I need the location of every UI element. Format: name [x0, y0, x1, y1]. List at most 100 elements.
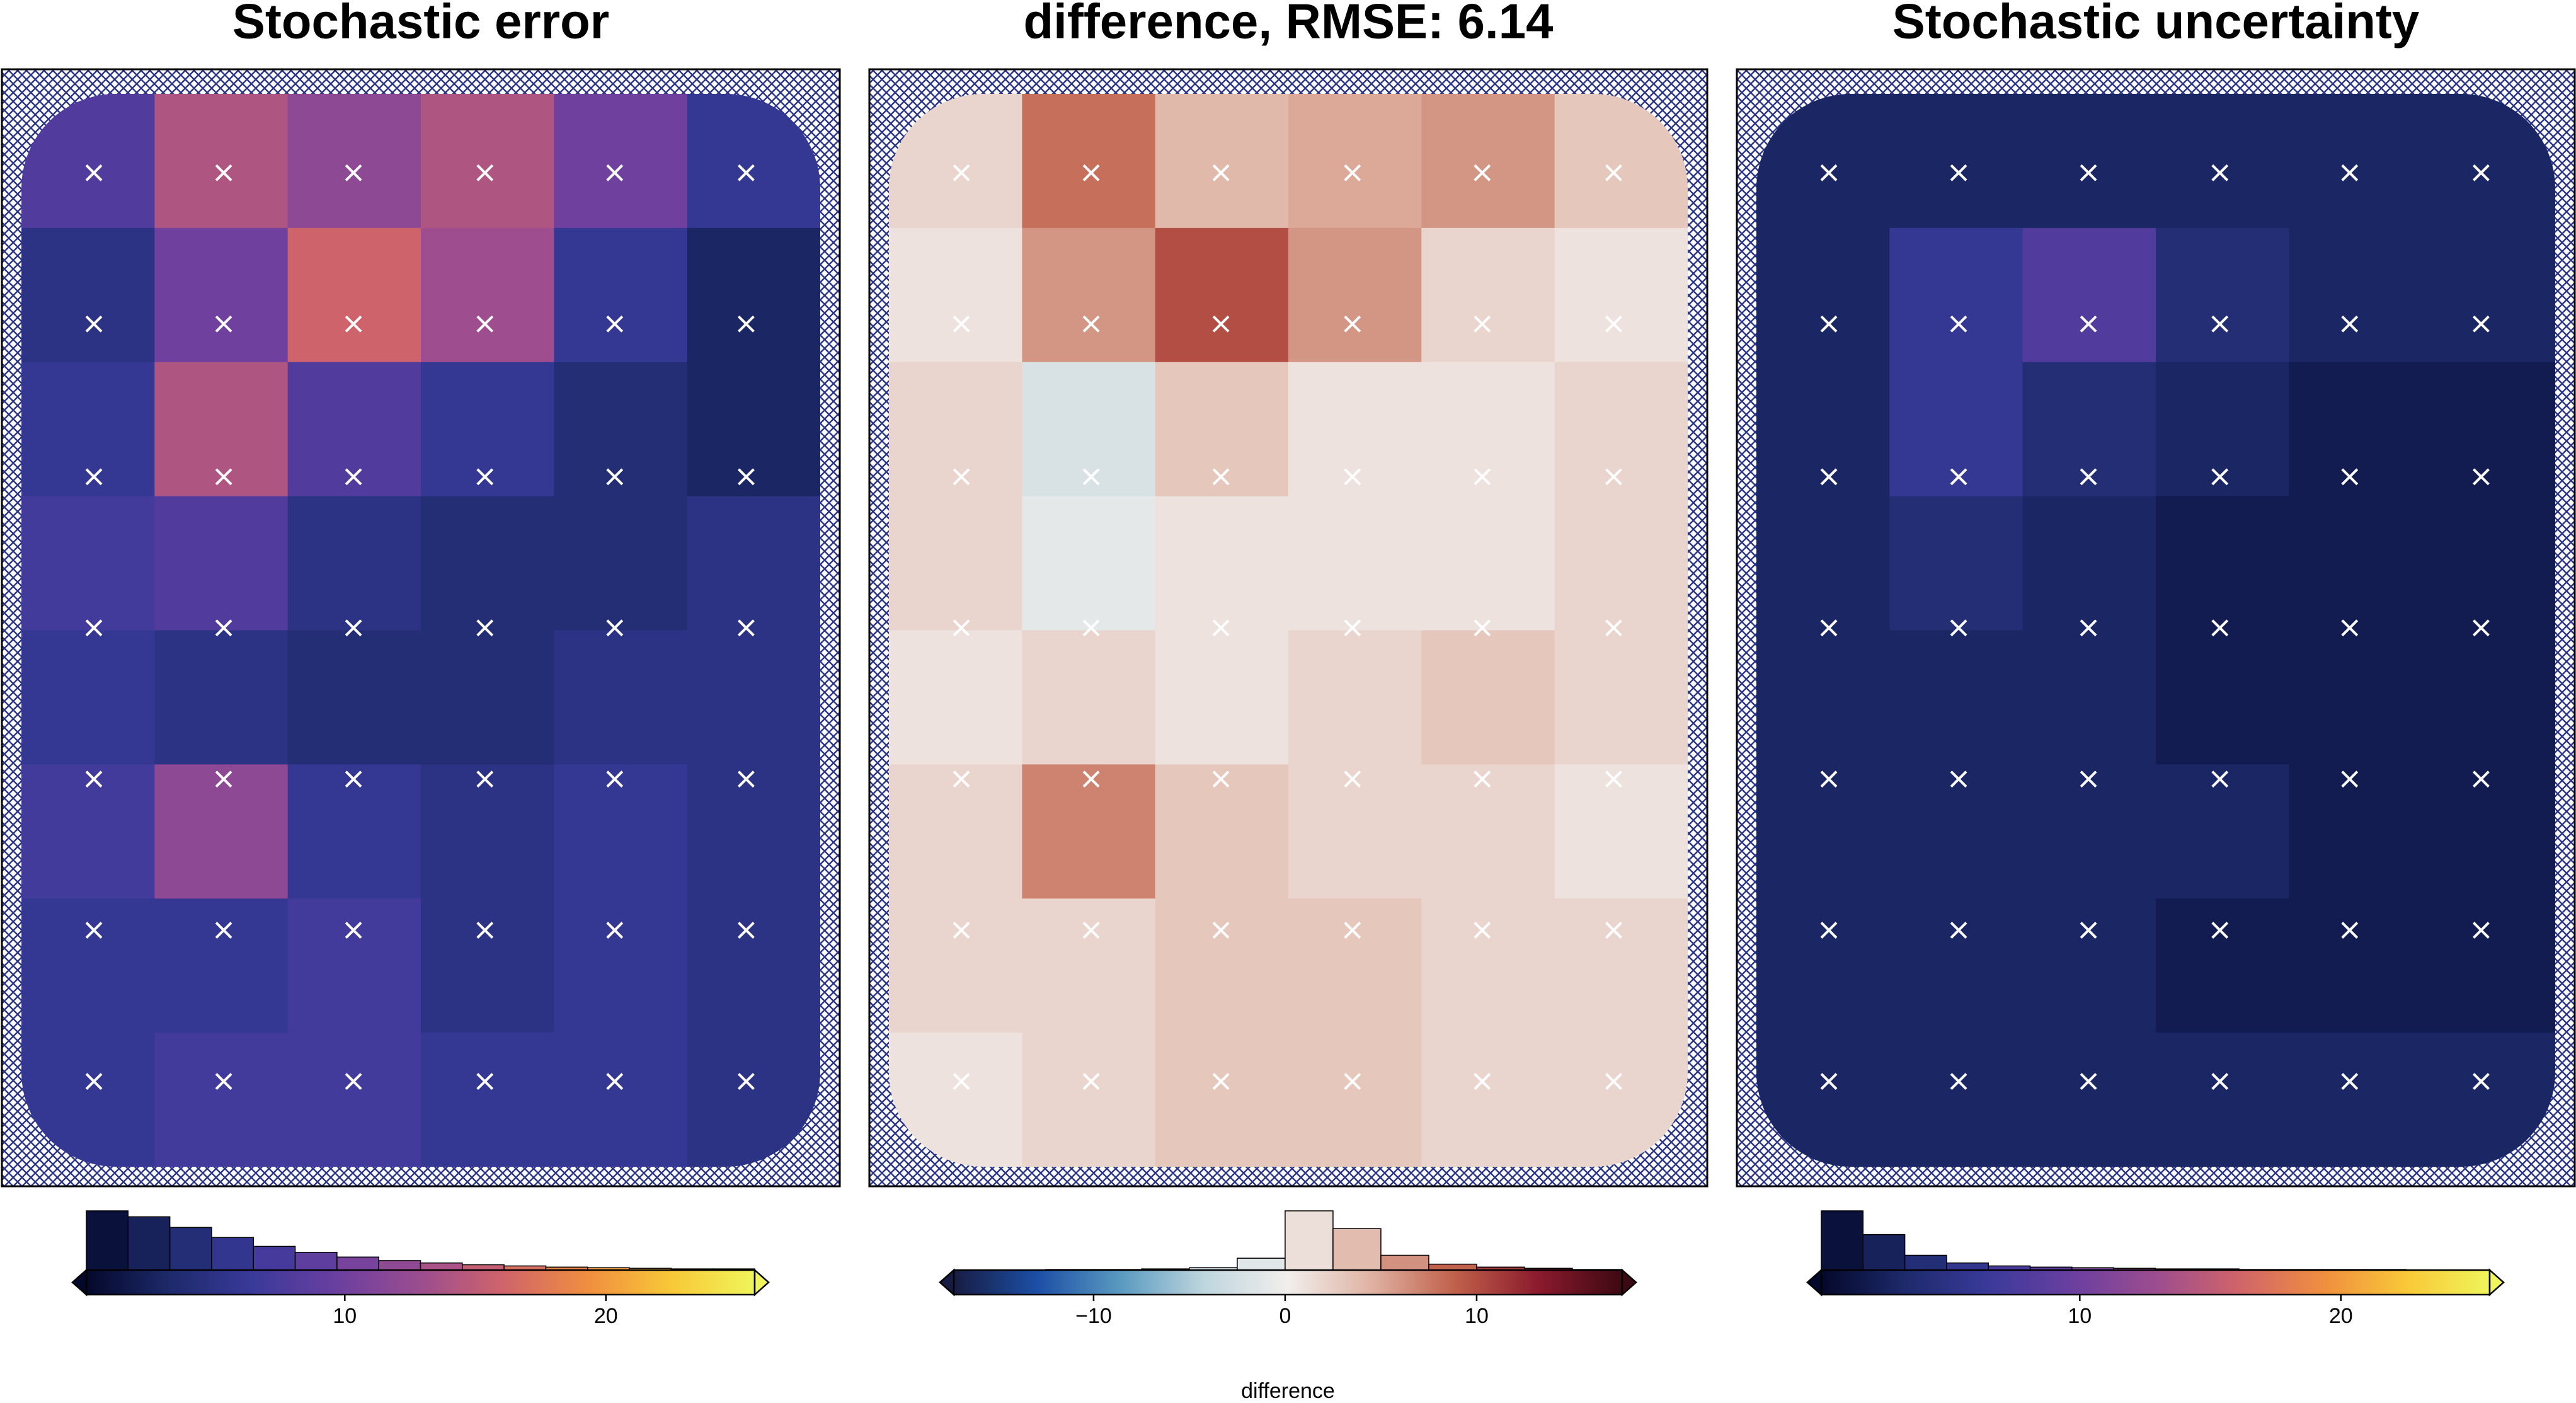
marker-x: [1605, 315, 1622, 333]
marker-x: [215, 315, 232, 333]
marker-x: [2211, 1073, 2229, 1090]
marker-x: [2080, 619, 2097, 637]
marker-x: [1344, 164, 1361, 181]
panel-title: difference, RMSE: 6.14: [1024, 0, 1554, 49]
marker-x: [953, 164, 970, 181]
heatmap-cell: [2156, 362, 2289, 497]
histogram-bar: [1946, 1262, 1989, 1271]
colorbar-extend-high: [1621, 1268, 1637, 1297]
marker-x: [606, 619, 624, 637]
marker-x: [85, 770, 103, 788]
marker-x: [738, 1073, 755, 1090]
histogram-bar: [253, 1246, 296, 1271]
colorbar-extend-low: [939, 1268, 955, 1297]
heatmap-cell: [687, 764, 820, 899]
heatmap-cell: [1554, 764, 1688, 899]
heatmap-cell: [2422, 898, 2555, 1033]
heatmap-cell: [554, 630, 688, 765]
marker-x: [953, 770, 970, 788]
heatmap-cell: [1421, 227, 1555, 363]
heatmap-cell: [2156, 496, 2289, 631]
heatmap-cell: [554, 496, 688, 631]
heatmap-cell: [154, 764, 289, 899]
heatmap-cell: [1155, 630, 1289, 765]
marker-x: [1082, 619, 1100, 637]
marker-x: [476, 619, 494, 637]
heatmap-cell: [2022, 227, 2156, 363]
heatmap-cell: [1756, 496, 1890, 631]
colorbar-extend-high: [753, 1268, 770, 1297]
marker-x: [215, 1073, 232, 1090]
marker-x: [1082, 468, 1100, 486]
heatmap-cell: [1756, 227, 1890, 363]
marker-x: [215, 770, 232, 788]
marker-x: [476, 164, 494, 181]
heatmap-cell: [2156, 1033, 2289, 1167]
heatmap-cell: [2289, 94, 2423, 229]
marker-x: [1082, 922, 1100, 939]
marker-x: [1344, 922, 1361, 939]
heatmap-cell: [421, 227, 554, 363]
marker-x: [738, 922, 755, 939]
heatmap-cell: [2289, 898, 2423, 1033]
marker-x: [476, 1073, 494, 1090]
heatmap-cell: [2156, 94, 2289, 229]
heatmap-cell: [1889, 630, 2024, 765]
marker-x: [1820, 315, 1838, 333]
heatmap-cell: [1022, 227, 1156, 363]
heatmap-cell: [1155, 227, 1289, 363]
marker-x: [345, 468, 362, 486]
heatmap-cell: [1889, 94, 2024, 229]
heatmap-cell: [1756, 898, 1890, 1033]
marker-x: [215, 619, 232, 637]
heatmap-cell: [1421, 94, 1555, 229]
heatmap-cell: [1288, 630, 1422, 765]
heatmap-cell: [1756, 764, 1890, 899]
colorbar: [1820, 1269, 2491, 1296]
marker-x: [1082, 164, 1100, 181]
marker-x: [2341, 1073, 2359, 1090]
heatmap-cell: [1889, 764, 2024, 899]
heatmap-cell: [287, 496, 421, 631]
heatmap-cell: [1155, 94, 1289, 229]
heatmap-cell: [889, 764, 1022, 899]
marker-x: [85, 315, 103, 333]
heatmap-cell: [421, 362, 554, 497]
heatmap-cell: [687, 630, 820, 765]
colorbar: [85, 1269, 756, 1296]
marker-x: [2211, 770, 2229, 788]
marker-x: [476, 922, 494, 939]
marker-x: [738, 770, 755, 788]
colorbar-tick-label: 10: [333, 1304, 357, 1328]
heatmap-cell: [554, 362, 688, 497]
heatmap-cell: [2022, 496, 2156, 631]
heatmap-cell: [2422, 362, 2555, 497]
marker-x: [1605, 922, 1622, 939]
marker-x: [738, 164, 755, 181]
heatmap-cell: [1288, 94, 1422, 229]
marker-x: [2473, 922, 2490, 939]
marker-x: [1212, 619, 1230, 637]
marker-x: [1820, 922, 1838, 939]
marker-x: [1820, 619, 1838, 637]
heatmap-cell: [2422, 764, 2555, 899]
heatmap-cell: [2022, 94, 2156, 229]
heatmap-cell: [1889, 898, 2024, 1033]
heatmap: [21, 94, 820, 1167]
marker-x: [2080, 315, 2097, 333]
heatmap-cell: [154, 227, 289, 363]
histogram-bar: [420, 1262, 463, 1271]
marker-x: [2341, 770, 2359, 788]
marker-x: [1082, 1073, 1100, 1090]
marker-x: [345, 1073, 362, 1090]
heatmap-cell: [421, 764, 554, 899]
colorbar-tick-label: 20: [2329, 1304, 2353, 1328]
heatmap-cell: [287, 94, 421, 229]
heatmap-cell: [2022, 764, 2156, 899]
marker-x: [606, 1073, 624, 1090]
marker-x: [215, 922, 232, 939]
heatmap-cell: [889, 362, 1022, 497]
heatmap-cell: [21, 630, 155, 765]
marker-x: [1344, 1073, 1361, 1090]
